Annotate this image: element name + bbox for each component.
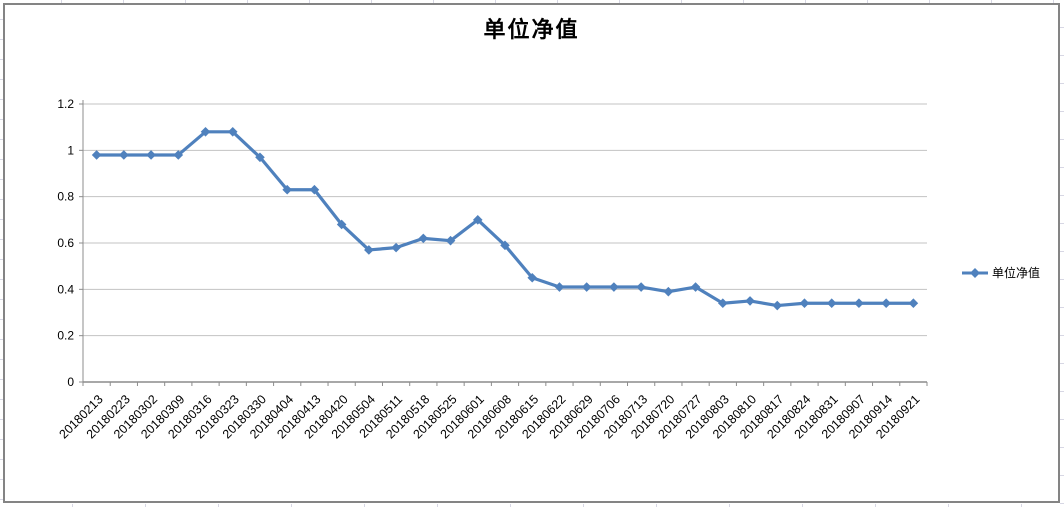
data-point[interactable] (663, 286, 674, 297)
data-point[interactable] (445, 235, 456, 246)
data-point[interactable] (500, 240, 510, 251)
data-point[interactable] (690, 282, 701, 292)
data-point[interactable] (200, 127, 211, 137)
y-axis-label: 0.4 (57, 282, 74, 296)
data-point[interactable] (282, 184, 292, 195)
data-point[interactable] (581, 282, 592, 292)
y-axis-label: 0.2 (57, 329, 74, 343)
series-line[interactable] (95, 130, 915, 308)
legend-line-marker-icon (962, 267, 988, 278)
data-point[interactable] (908, 298, 919, 309)
data-point[interactable] (119, 150, 129, 160)
legend[interactable]: 单位净值 (961, 264, 1040, 281)
data-point[interactable] (146, 150, 156, 160)
data-point[interactable] (255, 152, 265, 163)
data-point[interactable] (745, 296, 755, 306)
data-point[interactable] (636, 282, 646, 292)
data-point[interactable] (609, 282, 619, 292)
data-point[interactable] (391, 242, 401, 253)
data-point[interactable] (364, 245, 374, 255)
chart-object[interactable]: 单位净值 0 0.2 0.4 0.6 0.8 1 1.2 20180213 20180223 20… (3, 3, 1060, 503)
data-point[interactable] (881, 298, 891, 309)
data-point[interactable] (418, 233, 429, 244)
data-point[interactable] (91, 150, 102, 160)
chart-title: 单位净值 (483, 17, 580, 42)
data-point[interactable] (799, 298, 810, 309)
spreadsheet-gridlines-right (1060, 0, 1064, 507)
data-point[interactable] (718, 298, 728, 309)
y-axis-label: 0.8 (57, 190, 74, 204)
plot-area[interactable]: 00.20.40.60.811.220180213201802232018030… (5, 5, 1058, 501)
y-axis-label: 0.6 (57, 236, 74, 250)
data-point[interactable] (336, 219, 347, 230)
legend-label: 单位净值 (992, 266, 1041, 280)
data-point[interactable] (309, 184, 320, 195)
data-point[interactable] (826, 298, 837, 309)
data-point[interactable] (854, 298, 864, 309)
data-point[interactable] (173, 150, 184, 160)
data-point[interactable] (527, 272, 538, 283)
data-point[interactable] (554, 282, 565, 292)
y-axis-label: 1.2 (57, 97, 74, 111)
data-point[interactable] (472, 215, 483, 225)
y-axis-label: 0 (67, 375, 74, 389)
y-axis-label: 1 (67, 143, 74, 157)
data-point[interactable] (772, 300, 783, 311)
